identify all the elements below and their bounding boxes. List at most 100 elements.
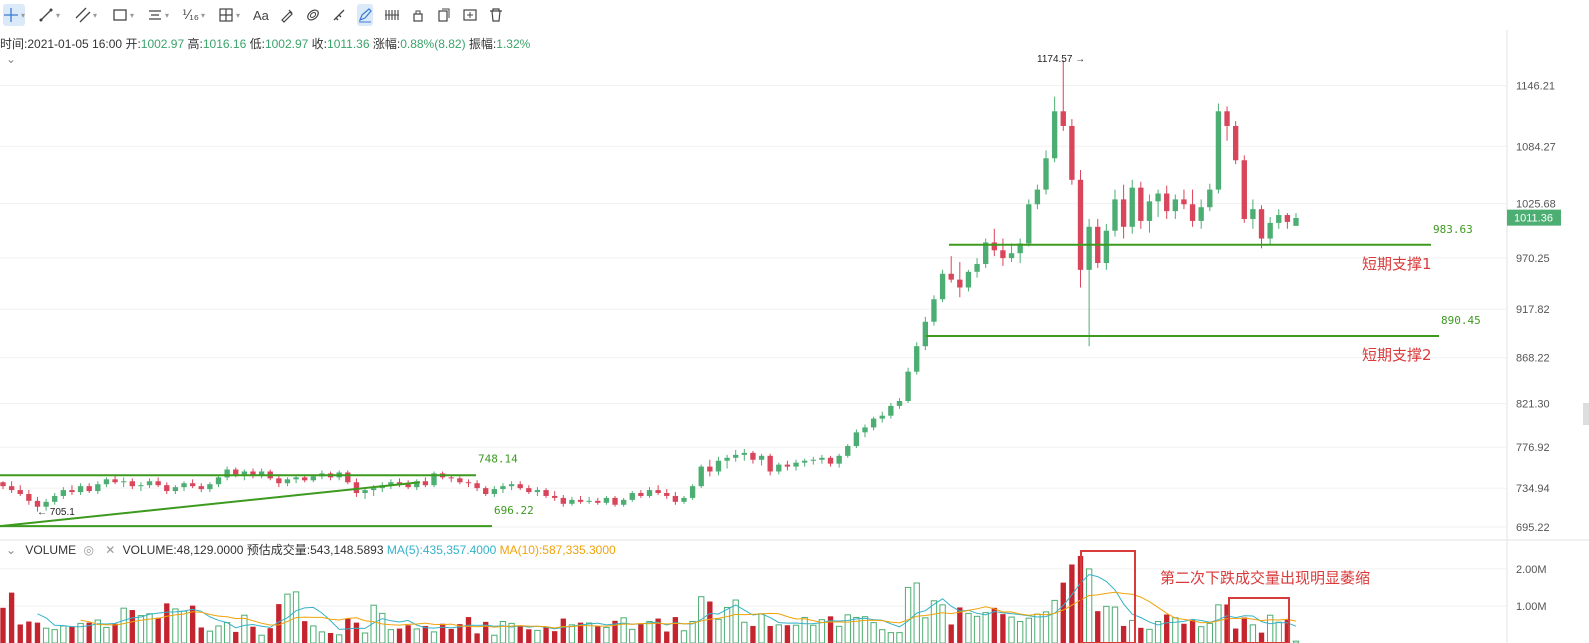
candle-body	[1207, 189, 1213, 208]
volume-bar	[723, 606, 731, 643]
candle-body	[233, 469, 239, 475]
candle-body	[569, 499, 575, 504]
candle-body	[698, 466, 704, 487]
support-note: 短期支撑2	[1362, 346, 1432, 364]
ruler-icon[interactable]	[331, 4, 347, 26]
candle-body	[758, 455, 765, 460]
amplitude-label: 振幅:	[468, 37, 497, 51]
high-label: 高:	[187, 37, 203, 51]
high-value: 1016.16	[202, 37, 247, 51]
candle-body	[1086, 226, 1092, 270]
chevron-down-icon[interactable]: ▾	[165, 10, 170, 20]
chevron-down-icon[interactable]: ▾	[201, 10, 206, 20]
trendline-icon[interactable]: ▾	[38, 4, 60, 26]
volume-bar	[1198, 626, 1205, 643]
measure-icon[interactable]: ▾	[218, 4, 240, 26]
volume-bar	[552, 631, 558, 643]
parallel-channel-icon[interactable]: ▾	[75, 4, 97, 26]
volume-bar	[172, 608, 179, 643]
candle-body	[603, 497, 610, 503]
volume-bar	[526, 629, 532, 643]
volume-bar	[870, 622, 877, 643]
candle-body	[465, 482, 472, 484]
crosshair-icon[interactable]: ▾	[3, 4, 26, 26]
horizontal-lines-icon[interactable]: ▾	[147, 4, 169, 26]
support-price-label: 890.45	[1441, 314, 1481, 327]
eye-icon[interactable]	[384, 4, 400, 26]
time-label: 时间:	[0, 37, 28, 51]
volume-bar	[991, 607, 997, 643]
copy-icon[interactable]	[436, 4, 452, 26]
volume-bar	[189, 605, 196, 643]
close-icon[interactable]: ✕	[105, 543, 116, 557]
volume-bar	[1146, 628, 1153, 643]
change-label: 涨幅:	[372, 37, 401, 51]
chevron-down-icon[interactable]: ⌄	[6, 52, 17, 66]
candle-body	[69, 490, 75, 493]
fibonacci-icon[interactable]: ⅟₁₆ ▾	[182, 7, 206, 22]
volume-bar	[1034, 613, 1041, 643]
candle-body	[448, 477, 454, 479]
volume-highlight-box	[1228, 597, 1290, 643]
chevron-down-icon[interactable]: ▾	[21, 10, 26, 20]
volume-bar	[930, 600, 938, 643]
chevron-down-icon[interactable]: ▾	[56, 10, 61, 20]
low-label: 低:	[249, 37, 265, 51]
current-price-label: 1011.36	[1514, 213, 1553, 225]
candle-body	[172, 487, 179, 492]
volume-note: 第二次下跌成交量出现明显萎缩	[1160, 569, 1370, 587]
volume-legend: ⌄ VOLUME ◎ ✕ VOLUME:48,129.0000 预估成交量:54…	[0, 541, 616, 558]
close-value: 1011.36	[327, 37, 370, 51]
price-tick-label: 1146.21	[1516, 81, 1555, 93]
volume-bar	[457, 624, 463, 643]
amplitude-value: 1.32%	[496, 37, 531, 51]
candle-body	[905, 371, 911, 402]
candle-body	[8, 486, 15, 491]
candle-body	[1241, 160, 1247, 219]
volume-bar	[1275, 621, 1282, 643]
volume-bar	[379, 612, 386, 643]
candle-body	[250, 471, 256, 476]
rectangle-icon[interactable]: ▾	[112, 4, 134, 26]
volume-bar	[1000, 614, 1006, 643]
text-icon[interactable]: Aa	[253, 7, 269, 23]
volume-bar	[1025, 617, 1032, 643]
volume-bar	[1095, 611, 1101, 643]
side-panel-handle[interactable]	[1583, 403, 1589, 425]
chevron-down-icon[interactable]: ▾	[236, 10, 241, 20]
candle-body	[207, 484, 213, 490]
candle-body	[491, 489, 498, 494]
lock-icon[interactable]	[410, 4, 426, 26]
volume-bar	[741, 621, 748, 643]
chevron-down-icon[interactable]: ⌄	[6, 543, 17, 557]
candle-body	[948, 273, 954, 280]
volume-bar	[887, 632, 895, 643]
candle-body	[345, 472, 351, 483]
candle-body	[1034, 189, 1041, 205]
candle-body	[224, 469, 230, 478]
chevron-down-icon[interactable]: ▾	[93, 10, 98, 20]
candle-body	[974, 263, 980, 272]
volume-bar	[129, 610, 135, 643]
volume-bar	[1181, 623, 1187, 643]
screenshot-icon[interactable]	[462, 4, 478, 26]
volume-bar	[664, 631, 670, 643]
trash-icon[interactable]	[488, 4, 504, 26]
volume-bar	[258, 634, 265, 643]
brush-icon[interactable]	[279, 4, 295, 26]
magnet-icon[interactable]	[305, 4, 321, 26]
chevron-down-icon[interactable]: ▾	[130, 10, 135, 20]
candle-body	[414, 481, 420, 488]
volume-bar	[474, 633, 480, 643]
volume-bar	[1241, 617, 1247, 643]
pencil-icon[interactable]	[357, 4, 373, 26]
candle-body	[767, 455, 773, 472]
volume-bar	[1232, 628, 1239, 643]
volume-bar	[155, 617, 161, 643]
eye-icon[interactable]: ◎	[83, 543, 94, 557]
volume-bar	[1111, 606, 1119, 643]
candle-body	[517, 484, 523, 489]
volume-bar	[86, 622, 92, 643]
candle-body	[43, 501, 49, 507]
